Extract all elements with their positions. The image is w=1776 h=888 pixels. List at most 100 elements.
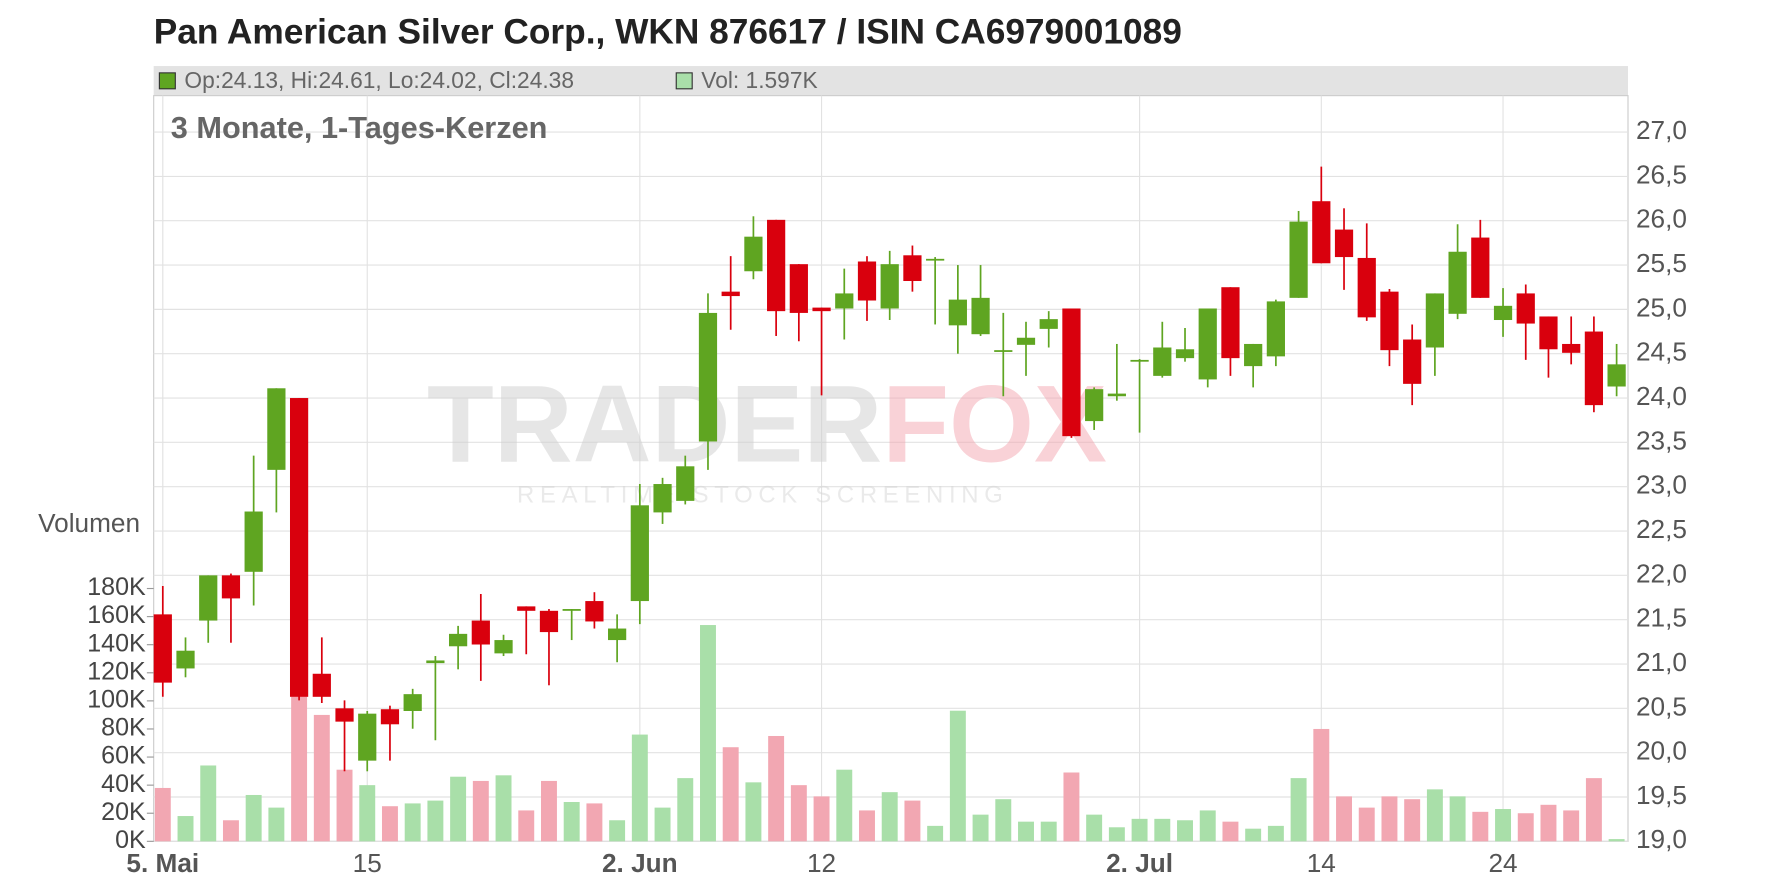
candle-body: [971, 297, 990, 335]
candle-body: [380, 709, 400, 725]
y-tick-label: 24,5: [1636, 337, 1687, 367]
x-tick-label: 2. Jul: [1106, 848, 1173, 878]
candle-body: [562, 609, 581, 611]
candle-body: [426, 660, 445, 664]
y2-tick-label: 60K: [101, 742, 146, 770]
y-tick-label: 25,0: [1636, 292, 1687, 322]
volume-bar: [1449, 796, 1466, 842]
volume-bar: [813, 796, 830, 842]
candle-body: [676, 466, 695, 501]
candle-body: [1130, 359, 1149, 362]
volume-bar: [1540, 804, 1557, 842]
y-tick-label: 26,0: [1636, 204, 1687, 234]
volume-bar: [336, 769, 353, 842]
candle-body: [698, 312, 718, 442]
y2-tick-label: 120K: [87, 657, 146, 685]
candle-body: [1039, 319, 1058, 329]
volume-bar: [404, 803, 421, 842]
y-tick-label: 23,5: [1636, 425, 1687, 455]
candle-body: [1244, 343, 1263, 367]
candle-body: [448, 633, 468, 647]
volume-bar: [1108, 827, 1125, 842]
volume-bar: [200, 765, 217, 842]
candle-body: [471, 620, 490, 645]
candle-body: [1471, 237, 1490, 298]
volume-bar: [1018, 821, 1034, 842]
y-tick-label: 19,5: [1636, 780, 1687, 810]
volume-bar: [313, 714, 330, 842]
y2-tick-label: 80K: [101, 714, 146, 742]
candle-body: [1153, 347, 1172, 376]
volume-bar: [1131, 818, 1148, 842]
y2-tick-label: 20K: [101, 798, 146, 826]
candle-body: [312, 673, 331, 697]
candle-body: [1357, 257, 1376, 318]
candle-body: [1221, 287, 1240, 359]
candle-body: [1403, 339, 1422, 384]
candle-body: [1539, 316, 1558, 350]
volume-bar: [1358, 807, 1375, 842]
volume-bar: [1426, 789, 1443, 842]
volume-bar: [859, 810, 875, 842]
volume-bar: [563, 801, 580, 842]
candle-body: [812, 307, 831, 312]
candle-body: [857, 261, 877, 301]
volume-bar: [768, 735, 785, 842]
candle-body: [1085, 389, 1104, 422]
candle-body: [994, 350, 1013, 352]
volume-bar: [949, 710, 966, 842]
y2-tick-label: 100K: [87, 685, 146, 713]
y-tick-label: 20,5: [1636, 691, 1687, 721]
volume-bar: [1267, 825, 1284, 842]
volume-bar: [1290, 778, 1307, 842]
volume-bar: [1381, 796, 1398, 842]
volume-bar: [245, 794, 262, 842]
y2-tick-label: 180K: [87, 573, 146, 601]
candle-body: [767, 219, 786, 312]
volume-bar: [1040, 821, 1057, 842]
volume-bar: [381, 806, 398, 842]
x-tick-label: 2. Jun: [602, 848, 678, 878]
y2-tick-label: 160K: [87, 601, 146, 629]
candle-body: [1016, 337, 1036, 345]
volume-bar: [1245, 828, 1262, 842]
candle-body: [1562, 343, 1581, 353]
candle-body: [948, 299, 967, 326]
candle-body: [539, 610, 559, 633]
y-tick-label: 26,5: [1636, 159, 1687, 189]
legend-swatch: [675, 72, 693, 90]
volume-bar: [472, 780, 489, 842]
volume-bar: [1404, 799, 1421, 842]
candle-body: [1607, 364, 1626, 387]
chart-subtitle: 3 Monate, 1-Tages-Kerzen: [171, 110, 548, 145]
marks: [153, 166, 1626, 842]
x-tick-label: 14: [1307, 848, 1336, 878]
y-tick-label: 24,0: [1636, 381, 1687, 411]
volume-bar: [745, 782, 762, 842]
candle-body: [789, 264, 808, 313]
legend-text: Vol: 1.597K: [701, 67, 817, 93]
candle-body: [1198, 308, 1217, 380]
volume-bar: [495, 775, 512, 842]
volume-bar: [1177, 820, 1193, 842]
candle-body: [494, 640, 513, 654]
candle-body: [1425, 293, 1444, 348]
x-tick-label: 5. Mai: [126, 848, 199, 878]
volume-bar: [1563, 810, 1580, 842]
candle-body: [1062, 308, 1081, 437]
volume-bar: [790, 785, 807, 842]
candle-body: [176, 650, 195, 669]
candle-body: [517, 606, 536, 611]
volume-bar: [677, 778, 694, 842]
candle-body: [835, 293, 854, 309]
volume-bar: [609, 820, 626, 842]
volume-bar: [1495, 809, 1512, 842]
volume-bar: [1199, 810, 1216, 842]
volume-bar: [1585, 778, 1602, 842]
volume-bar: [1472, 811, 1489, 842]
legend-text: Op:24.13, Hi:24.61, Lo:24.02, Cl:24.38: [184, 67, 574, 93]
y2-tick-label: 140K: [87, 629, 146, 657]
candle-body: [358, 713, 377, 761]
candle-body: [403, 694, 422, 711]
y2-axis-label: Volumen: [38, 508, 140, 538]
